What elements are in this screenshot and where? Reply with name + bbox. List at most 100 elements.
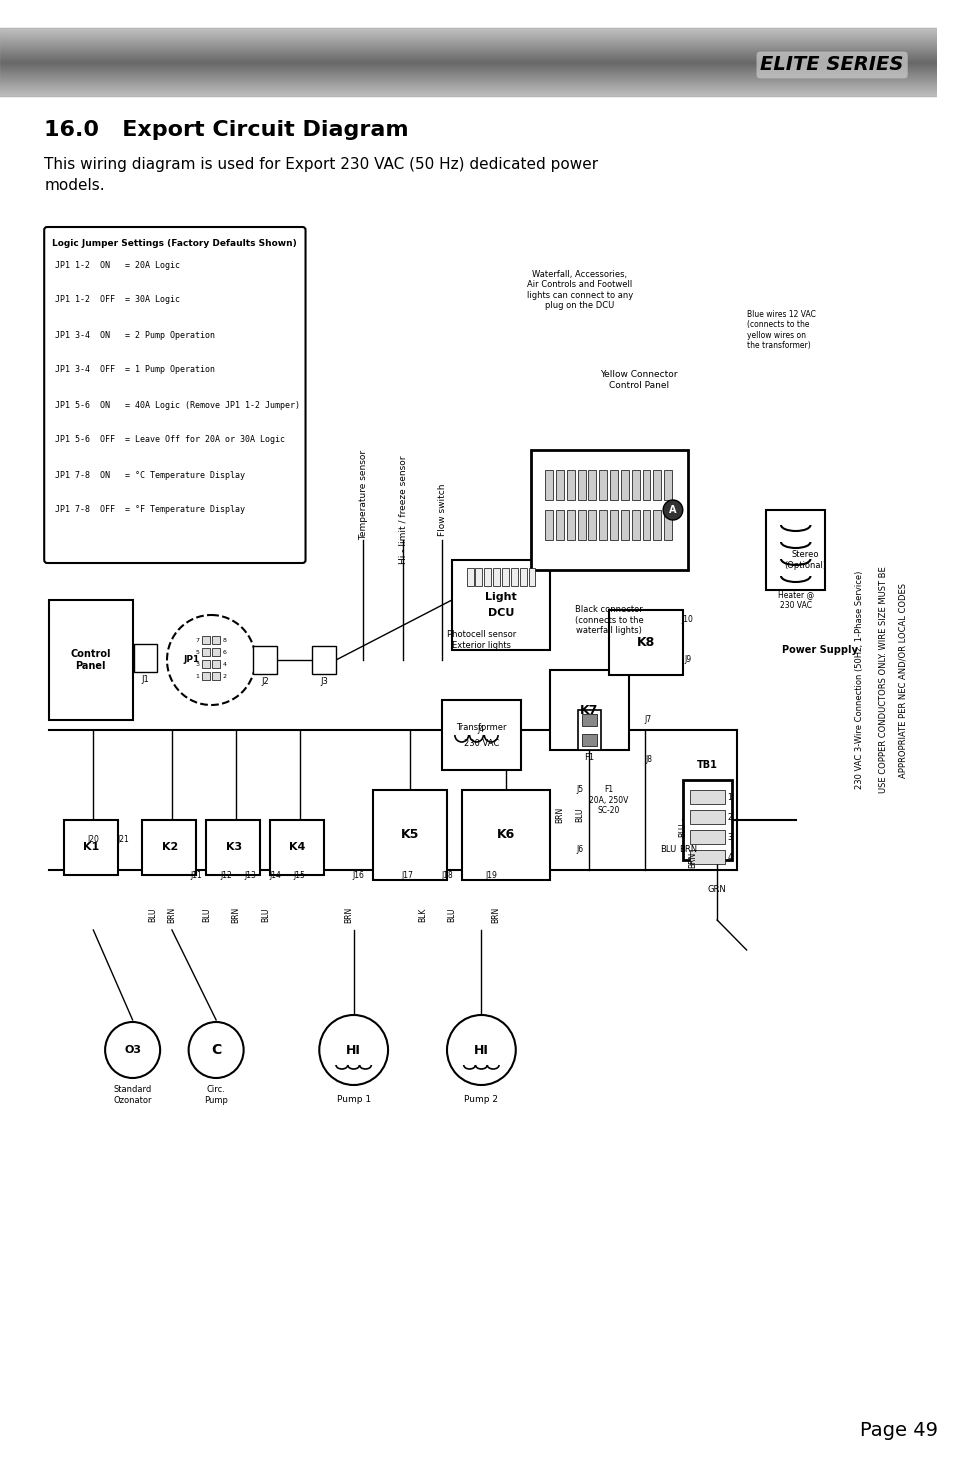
- Text: J13: J13: [244, 870, 256, 879]
- Text: K4: K4: [289, 842, 306, 853]
- Text: Circ.
Pump: Circ. Pump: [204, 1086, 228, 1105]
- Bar: [588, 510, 596, 540]
- Bar: [519, 568, 526, 586]
- Bar: [212, 659, 220, 668]
- Bar: [682, 780, 731, 860]
- Text: Pump 2: Pump 2: [464, 1096, 497, 1105]
- Text: 1: 1: [727, 792, 732, 801]
- Text: F1: F1: [584, 754, 594, 763]
- Text: GRN: GRN: [707, 885, 726, 894]
- Bar: [484, 568, 491, 586]
- Bar: [441, 701, 520, 770]
- Bar: [581, 735, 597, 746]
- Text: Stereo
(Optional): Stereo (Optional): [783, 550, 826, 569]
- Text: JP1 3-4  OFF  = 1 Pump Operation: JP1 3-4 OFF = 1 Pump Operation: [55, 366, 214, 375]
- Text: K5: K5: [400, 829, 419, 842]
- Bar: [142, 820, 196, 875]
- Text: JP1: JP1: [183, 655, 199, 665]
- Text: J16: J16: [353, 870, 364, 879]
- Text: O3: O3: [124, 1044, 141, 1055]
- Text: J6: J6: [576, 845, 582, 854]
- Bar: [312, 646, 335, 674]
- Bar: [663, 471, 671, 500]
- Text: models.: models.: [44, 177, 105, 193]
- Text: BRN: BRN: [167, 907, 176, 923]
- Text: Power Supply: Power Supply: [781, 645, 858, 655]
- Text: BRN: BRN: [687, 853, 697, 869]
- Text: Waterfall, Accessories,
Air Controls and Footwell
lights can connect to any
plug: Waterfall, Accessories, Air Controls and…: [526, 270, 632, 310]
- Bar: [556, 471, 563, 500]
- Text: 230 VAC 3-Wire Connection (50Hz, 1-Phase Service): 230 VAC 3-Wire Connection (50Hz, 1-Phase…: [854, 571, 862, 789]
- Text: APPROPRIATE PER NEC AND/OR LOCAL CODES: APPROPRIATE PER NEC AND/OR LOCAL CODES: [898, 583, 907, 777]
- Text: Blue wires 12 VAC
(connects to the
yellow wires on
the transformer): Blue wires 12 VAC (connects to the yello…: [746, 310, 815, 350]
- Text: Light: Light: [485, 591, 517, 602]
- Text: JP1 7-8  ON   = °C Temperature Display: JP1 7-8 ON = °C Temperature Display: [55, 471, 245, 479]
- Bar: [765, 510, 824, 590]
- Text: 7: 7: [195, 637, 199, 643]
- Text: BRN: BRN: [678, 845, 696, 854]
- Text: DCU: DCU: [487, 608, 514, 618]
- Bar: [528, 568, 535, 586]
- Text: BLK: BLK: [417, 907, 427, 922]
- Text: Control
Panel: Control Panel: [71, 649, 111, 671]
- Text: BRN: BRN: [231, 907, 240, 923]
- Text: USE COPPER CONDUCTORS ONLY. WIRE SIZE MUST BE: USE COPPER CONDUCTORS ONLY. WIRE SIZE MU…: [879, 566, 887, 794]
- Bar: [501, 568, 508, 586]
- Bar: [530, 450, 687, 569]
- Text: BLU: BLU: [202, 907, 211, 922]
- Text: Heater @
230 VAC: Heater @ 230 VAC: [777, 590, 813, 609]
- Bar: [578, 471, 585, 500]
- Text: J11: J11: [191, 870, 202, 879]
- Bar: [556, 510, 563, 540]
- Bar: [466, 568, 473, 586]
- Text: 2: 2: [223, 674, 227, 678]
- Text: JP1 5-6  OFF  = Leave Off for 20A or 30A Logic: JP1 5-6 OFF = Leave Off for 20A or 30A L…: [55, 435, 285, 444]
- Text: 6: 6: [223, 649, 227, 655]
- Text: F1
20A, 250V
SC-20: F1 20A, 250V SC-20: [589, 785, 628, 814]
- Bar: [545, 471, 553, 500]
- FancyBboxPatch shape: [44, 227, 305, 563]
- Text: J9: J9: [683, 655, 691, 665]
- Bar: [270, 820, 324, 875]
- Text: Black connector
(connects to the
waterfall lights): Black connector (connects to the waterfa…: [574, 605, 643, 634]
- Bar: [641, 510, 650, 540]
- Text: BLU: BLU: [447, 907, 456, 922]
- Bar: [689, 810, 724, 825]
- Text: J4: J4: [477, 726, 484, 735]
- Text: K6: K6: [497, 829, 515, 842]
- Text: HI: HI: [474, 1043, 488, 1056]
- Text: J17: J17: [401, 870, 414, 879]
- Text: J1: J1: [141, 676, 149, 684]
- Text: Standard
Ozonator: Standard Ozonator: [113, 1086, 152, 1105]
- Circle shape: [662, 500, 682, 521]
- Bar: [475, 568, 482, 586]
- Text: 16.0   Export Circuit Diagram: 16.0 Export Circuit Diagram: [44, 119, 409, 140]
- Bar: [212, 636, 220, 645]
- Text: TB1: TB1: [697, 760, 717, 770]
- Text: 3: 3: [727, 832, 732, 842]
- Text: 2: 2: [727, 813, 732, 822]
- Text: Yellow Connector
Control Panel: Yellow Connector Control Panel: [599, 370, 677, 389]
- Text: BRN: BRN: [491, 907, 500, 923]
- Bar: [202, 636, 210, 645]
- Circle shape: [105, 1022, 160, 1078]
- Bar: [566, 510, 574, 540]
- Bar: [689, 830, 724, 844]
- Text: J19: J19: [485, 870, 497, 879]
- Text: Logic Jumper Settings (Factory Defaults Shown): Logic Jumper Settings (Factory Defaults …: [52, 239, 297, 248]
- Text: 3: 3: [195, 661, 199, 667]
- Circle shape: [447, 1015, 516, 1086]
- Text: J7: J7: [644, 715, 651, 724]
- Bar: [620, 471, 628, 500]
- Text: J5: J5: [576, 786, 582, 795]
- Text: J12: J12: [220, 870, 232, 879]
- Text: JP1 1-2  OFF  = 30A Logic: JP1 1-2 OFF = 30A Logic: [55, 295, 180, 304]
- Circle shape: [189, 1022, 243, 1078]
- Bar: [608, 611, 682, 676]
- Bar: [550, 670, 628, 749]
- Text: BRN: BRN: [344, 907, 353, 923]
- Bar: [202, 648, 210, 656]
- Text: K8: K8: [637, 636, 655, 649]
- Bar: [620, 510, 628, 540]
- Text: K2: K2: [162, 842, 178, 853]
